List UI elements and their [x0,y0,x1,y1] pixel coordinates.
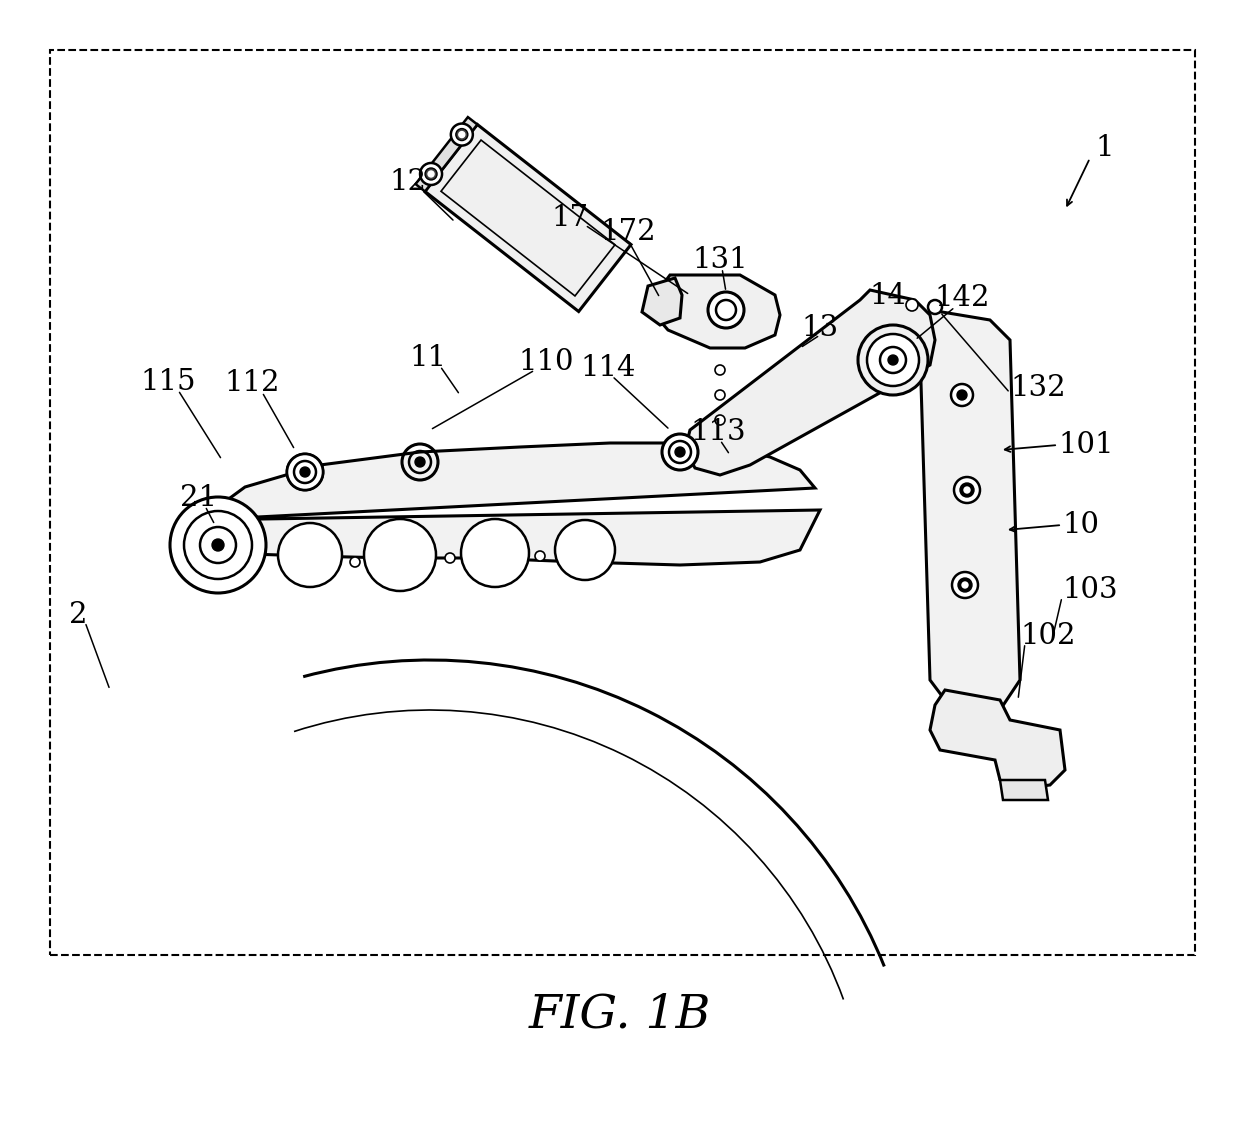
Circle shape [420,163,441,185]
Circle shape [445,553,455,563]
Circle shape [300,467,310,478]
Text: 131: 131 [692,245,748,274]
Circle shape [928,300,942,314]
Text: 102: 102 [1021,622,1075,650]
Text: 10: 10 [1061,511,1099,539]
Circle shape [906,299,918,311]
Circle shape [662,434,698,470]
Circle shape [278,524,342,587]
Circle shape [303,470,308,474]
Text: 1: 1 [1096,135,1115,163]
Text: 115: 115 [140,368,196,396]
Circle shape [415,457,425,467]
Text: 142: 142 [934,284,990,312]
Text: 132: 132 [1011,374,1065,402]
Circle shape [963,487,970,493]
Circle shape [299,466,311,478]
Text: 13: 13 [801,314,838,342]
Circle shape [954,478,980,503]
Circle shape [960,483,973,497]
Polygon shape [642,278,682,325]
Circle shape [294,461,316,483]
Bar [50,50,1195,955]
Circle shape [350,557,360,567]
Circle shape [459,131,465,138]
Circle shape [451,123,472,146]
Circle shape [212,539,224,552]
Text: 114: 114 [580,354,636,382]
Polygon shape [425,124,631,312]
Circle shape [461,519,529,587]
Text: 2: 2 [68,601,87,629]
Circle shape [170,497,267,593]
Circle shape [888,355,898,365]
Circle shape [670,441,691,463]
Polygon shape [930,691,1065,790]
Text: 14: 14 [869,282,906,311]
Circle shape [715,365,725,376]
Text: 110: 110 [518,348,574,376]
Circle shape [962,582,968,589]
Text: 101: 101 [1058,430,1114,458]
Circle shape [957,390,967,400]
Circle shape [425,168,436,180]
Text: 17: 17 [552,204,589,232]
Circle shape [715,415,725,425]
Text: 112: 112 [224,369,280,397]
Text: 21: 21 [180,484,217,512]
Polygon shape [415,117,477,192]
Circle shape [456,129,467,140]
Circle shape [675,447,684,457]
Circle shape [867,334,919,386]
Text: 12: 12 [389,168,427,196]
Circle shape [286,454,322,490]
Circle shape [959,578,972,592]
Circle shape [880,348,906,373]
Circle shape [708,291,744,328]
Circle shape [858,325,928,395]
Polygon shape [182,443,820,572]
Circle shape [428,172,434,177]
Circle shape [200,527,236,563]
Circle shape [952,572,978,597]
Polygon shape [655,275,780,348]
Circle shape [715,300,737,319]
Text: FIG. 1B: FIG. 1B [528,992,712,1038]
Circle shape [951,385,973,406]
Text: 11: 11 [409,344,446,372]
Polygon shape [920,311,1021,710]
Circle shape [556,520,615,580]
Circle shape [534,552,546,560]
Polygon shape [684,290,935,475]
Text: 113: 113 [691,418,745,446]
Circle shape [365,519,436,591]
Circle shape [715,390,725,400]
Circle shape [184,511,252,580]
Text: 172: 172 [600,217,656,245]
Text: 103: 103 [1061,576,1117,604]
Polygon shape [999,780,1048,800]
